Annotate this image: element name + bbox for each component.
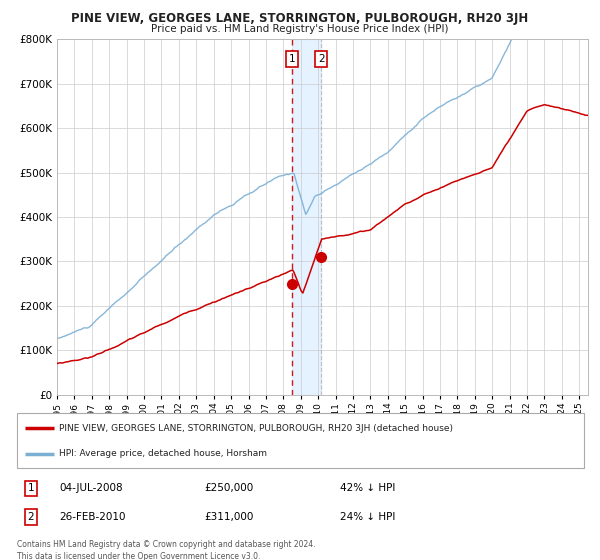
Text: 42% ↓ HPI: 42% ↓ HPI <box>340 483 395 493</box>
Text: £250,000: £250,000 <box>204 483 253 493</box>
Text: Contains HM Land Registry data © Crown copyright and database right 2024.
This d: Contains HM Land Registry data © Crown c… <box>17 540 316 560</box>
Text: £311,000: £311,000 <box>204 512 253 522</box>
Text: HPI: Average price, detached house, Horsham: HPI: Average price, detached house, Hors… <box>59 449 268 459</box>
Text: 26-FEB-2010: 26-FEB-2010 <box>59 512 126 522</box>
Text: 24% ↓ HPI: 24% ↓ HPI <box>340 512 395 522</box>
Text: PINE VIEW, GEORGES LANE, STORRINGTON, PULBOROUGH, RH20 3JH (detached house): PINE VIEW, GEORGES LANE, STORRINGTON, PU… <box>59 423 454 432</box>
Text: 04-JUL-2008: 04-JUL-2008 <box>59 483 123 493</box>
Text: 2: 2 <box>28 512 34 522</box>
Text: PINE VIEW, GEORGES LANE, STORRINGTON, PULBOROUGH, RH20 3JH: PINE VIEW, GEORGES LANE, STORRINGTON, PU… <box>71 12 529 25</box>
Text: 1: 1 <box>289 54 295 64</box>
Text: 1: 1 <box>28 483 34 493</box>
FancyBboxPatch shape <box>17 413 584 468</box>
Text: 2: 2 <box>318 54 325 64</box>
Text: Price paid vs. HM Land Registry's House Price Index (HPI): Price paid vs. HM Land Registry's House … <box>151 24 449 34</box>
Bar <box>292 39 321 395</box>
